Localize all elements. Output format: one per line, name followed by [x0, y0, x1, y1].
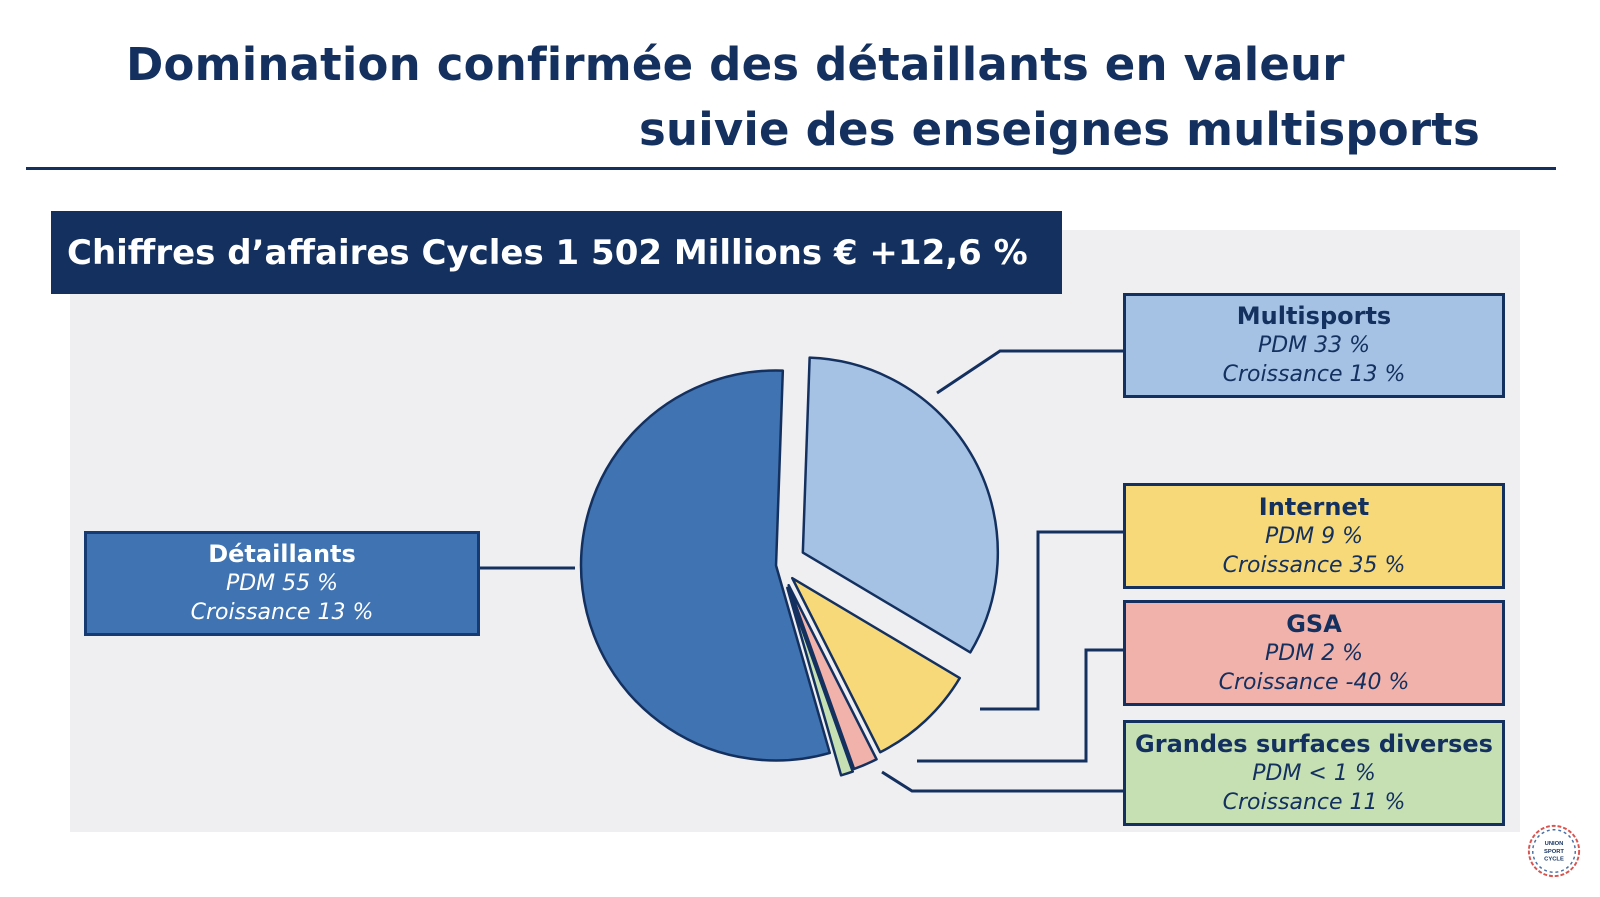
callout-grandes-surfaces-name: Grandes surfaces diverses: [1135, 729, 1493, 758]
leader-line-gsa: [917, 648, 1123, 763]
callout-grandes-surfaces: Grandes surfaces diverses PDM < 1 % Croi…: [1123, 720, 1505, 826]
callout-multisports-growth: Croissance 13 %: [1222, 362, 1406, 387]
slide-title-line-2: suivie des enseignes multisports: [639, 103, 1480, 156]
slide-title-line-1: Domination confirmée des détaillants en …: [126, 38, 1345, 91]
callout-gsa-pdm: PDM 2 %: [1264, 640, 1364, 666]
callout-detaillants-pdm: PDM 55 %: [225, 571, 339, 596]
svg-text:UNION: UNION: [1545, 841, 1564, 847]
callout-multisports: Multisports PDM 33 % Croissance 13 %: [1123, 293, 1505, 398]
pie-slice-grandes-surfaces-diverses: [786, 586, 854, 777]
title-divider: [26, 167, 1556, 170]
callout-grandes-surfaces-pdm: PDM < 1 %: [1252, 760, 1376, 786]
callout-gsa-growth: Croissance -40 %: [1218, 669, 1410, 695]
callout-multisports-pdm: PDM 33 %: [1257, 333, 1371, 358]
svg-text:CYCLE: CYCLE: [1544, 857, 1564, 863]
pie-slice-internet: [791, 576, 962, 754]
leader-line-internet: [980, 530, 1123, 711]
chart-title-banner: Chiffres d’affaires Cycles 1 502 Million…: [51, 211, 1062, 294]
pie-slice-gsa: [787, 583, 878, 771]
callout-internet-growth: Croissance 35 %: [1222, 552, 1406, 578]
callout-multisports-name: Multisports: [1236, 302, 1392, 330]
callout-detaillants-name: Détaillants: [208, 540, 356, 568]
callout-grandes-surfaces-growth: Croissance 11 %: [1222, 789, 1406, 815]
pie-slice-detaillants: [579, 369, 832, 762]
union-sport-cycle-logo: UNION SPORT CYCLE: [1527, 824, 1581, 878]
callout-detaillants: Détaillants PDM 55 % Croissance 13 %: [84, 531, 480, 636]
callout-internet: Internet PDM 9 % Croissance 35 %: [1123, 483, 1505, 589]
callout-gsa: GSA PDM 2 % Croissance -40 %: [1123, 600, 1505, 706]
callout-internet-name: Internet: [1258, 492, 1370, 521]
leader-line-grandes: [881, 770, 1123, 793]
svg-text:SPORT: SPORT: [1544, 849, 1564, 855]
callout-detaillants-growth: Croissance 13 %: [190, 600, 374, 625]
pie-slice-multisports: [801, 356, 1000, 654]
leader-line-multisports: [936, 349, 1123, 395]
callout-internet-pdm: PDM 9 %: [1264, 523, 1364, 549]
callout-gsa-name: GSA: [1286, 609, 1342, 638]
